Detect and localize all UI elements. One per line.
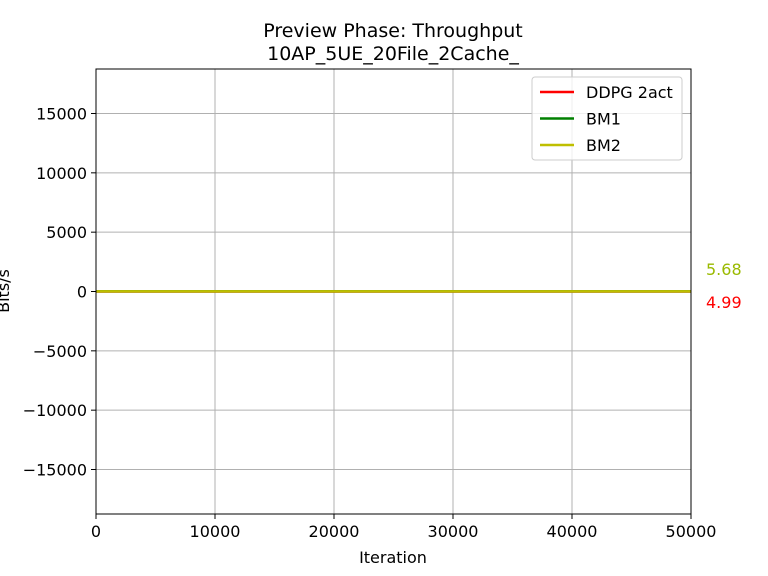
legend: DDPG 2act BM1 BM2	[531, 76, 683, 161]
y-tick-label: 0	[77, 283, 87, 302]
y-tick-label: −10000	[23, 401, 87, 420]
end-value-label: 5.68	[706, 260, 742, 279]
legend-entry-label: DDPG 2act	[586, 83, 673, 102]
x-tick-label: 30000	[428, 522, 479, 541]
chart-subtitle: 10AP_5UE_20File_2Cache_	[267, 43, 519, 65]
legend-box	[531, 76, 683, 161]
x-tick-label: 40000	[547, 522, 598, 541]
y-tick-label: 15000	[36, 105, 87, 124]
x-tick-label: 50000	[666, 522, 717, 541]
legend-entry-label: BM1	[586, 110, 621, 129]
end-value-label: 4.99	[706, 293, 742, 312]
y-tick-label: −15000	[23, 461, 87, 480]
x-tick-label: 20000	[309, 522, 360, 541]
y-tick-label: 5000	[46, 223, 87, 242]
end-value-labels: 5.68 4.99	[706, 260, 742, 312]
y-tick-label: −5000	[33, 342, 87, 361]
y-axis-label: Bits/s	[0, 269, 13, 313]
y-axis-ticks: −15000 −10000 −5000 0 5000 10000 15000	[23, 105, 96, 480]
x-axis-ticks: 0 10000 20000 30000 40000 50000	[91, 514, 717, 541]
y-tick-label: 10000	[36, 164, 87, 183]
chart-title: Preview Phase: Throughput	[263, 20, 523, 42]
legend-entry-label: BM2	[586, 136, 621, 155]
x-tick-label: 0	[91, 522, 101, 541]
x-tick-label: 10000	[190, 522, 241, 541]
x-axis-label: Iteration	[359, 548, 427, 567]
